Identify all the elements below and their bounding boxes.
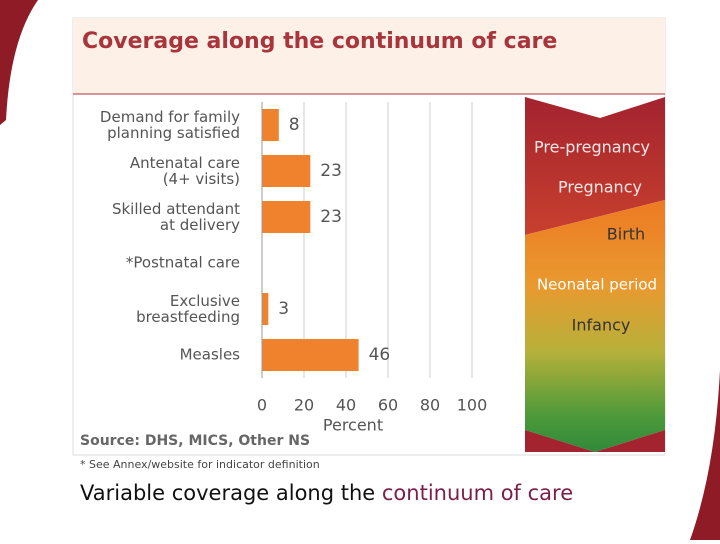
caption-highlight: continuum of care (382, 481, 573, 505)
stage-label: Infancy (572, 316, 631, 335)
y-tick-label: Antenatal care (4+ visits) (130, 154, 240, 188)
value-label: 23 (320, 207, 342, 227)
continuum-arrow-bottom (525, 200, 665, 452)
x-tick-label: 40 (336, 396, 356, 415)
continuum-arrow-tip (525, 430, 665, 452)
y-tick-label: Exclusive breastfeeding (136, 292, 240, 326)
caption-text: Variable coverage along the (80, 481, 382, 505)
stage-label: Pregnancy (558, 178, 642, 197)
slide-decoration (690, 370, 720, 540)
title-band (73, 18, 665, 94)
x-axis-label: Percent (323, 416, 383, 435)
x-tick-label: 60 (378, 396, 398, 415)
x-tick-label: 80 (420, 396, 440, 415)
chart-title: Coverage along the continuum of care (82, 29, 557, 54)
y-tick-label: *Postnatal care (126, 254, 240, 272)
bar (262, 109, 279, 141)
source: Source: DHS, MICS, Other NS (80, 433, 310, 449)
y-tick-label: Demand for family planning satisfied (100, 108, 240, 142)
x-tick-label: 100 (457, 396, 488, 415)
x-tick-label: 20 (294, 396, 314, 415)
slide-decoration (0, 0, 38, 125)
value-label: 3 (278, 299, 289, 319)
bar (262, 293, 269, 325)
stage-label: Neonatal period (537, 276, 657, 294)
footnote: * See Annex/website for indicator defini… (80, 458, 320, 471)
bar (262, 339, 359, 371)
bar (262, 155, 311, 187)
stage-label: Birth (607, 225, 645, 244)
caption: Variable coverage along the continuum of… (80, 481, 573, 505)
x-tick-label: 0 (257, 396, 267, 415)
y-tick-label: Measles (180, 346, 241, 364)
bar (262, 201, 311, 233)
value-label: 23 (320, 161, 342, 181)
value-label: 8 (289, 115, 300, 135)
y-tick-label: Skilled attendant at delivery (112, 200, 240, 234)
stage-label: Pre-pregnancy (534, 138, 650, 157)
continuum-arrow-top (525, 97, 665, 235)
value-label: 46 (369, 345, 391, 365)
